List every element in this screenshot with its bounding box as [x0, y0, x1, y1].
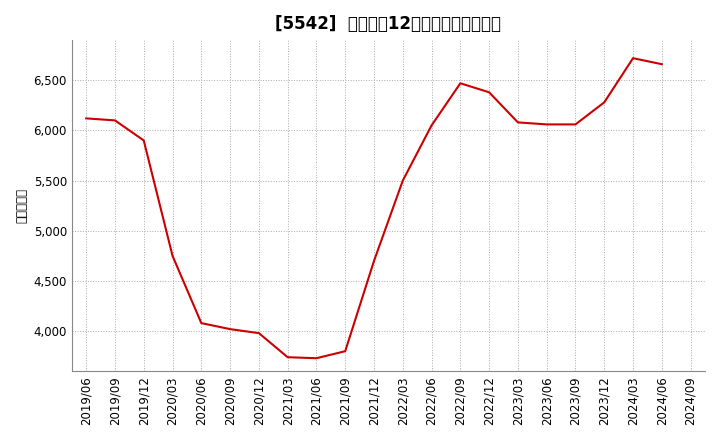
Y-axis label: （百万円）: （百万円）: [15, 188, 28, 223]
Title: [5542]  売上高の12か月移動合計の推移: [5542] 売上高の12か月移動合計の推移: [275, 15, 501, 33]
